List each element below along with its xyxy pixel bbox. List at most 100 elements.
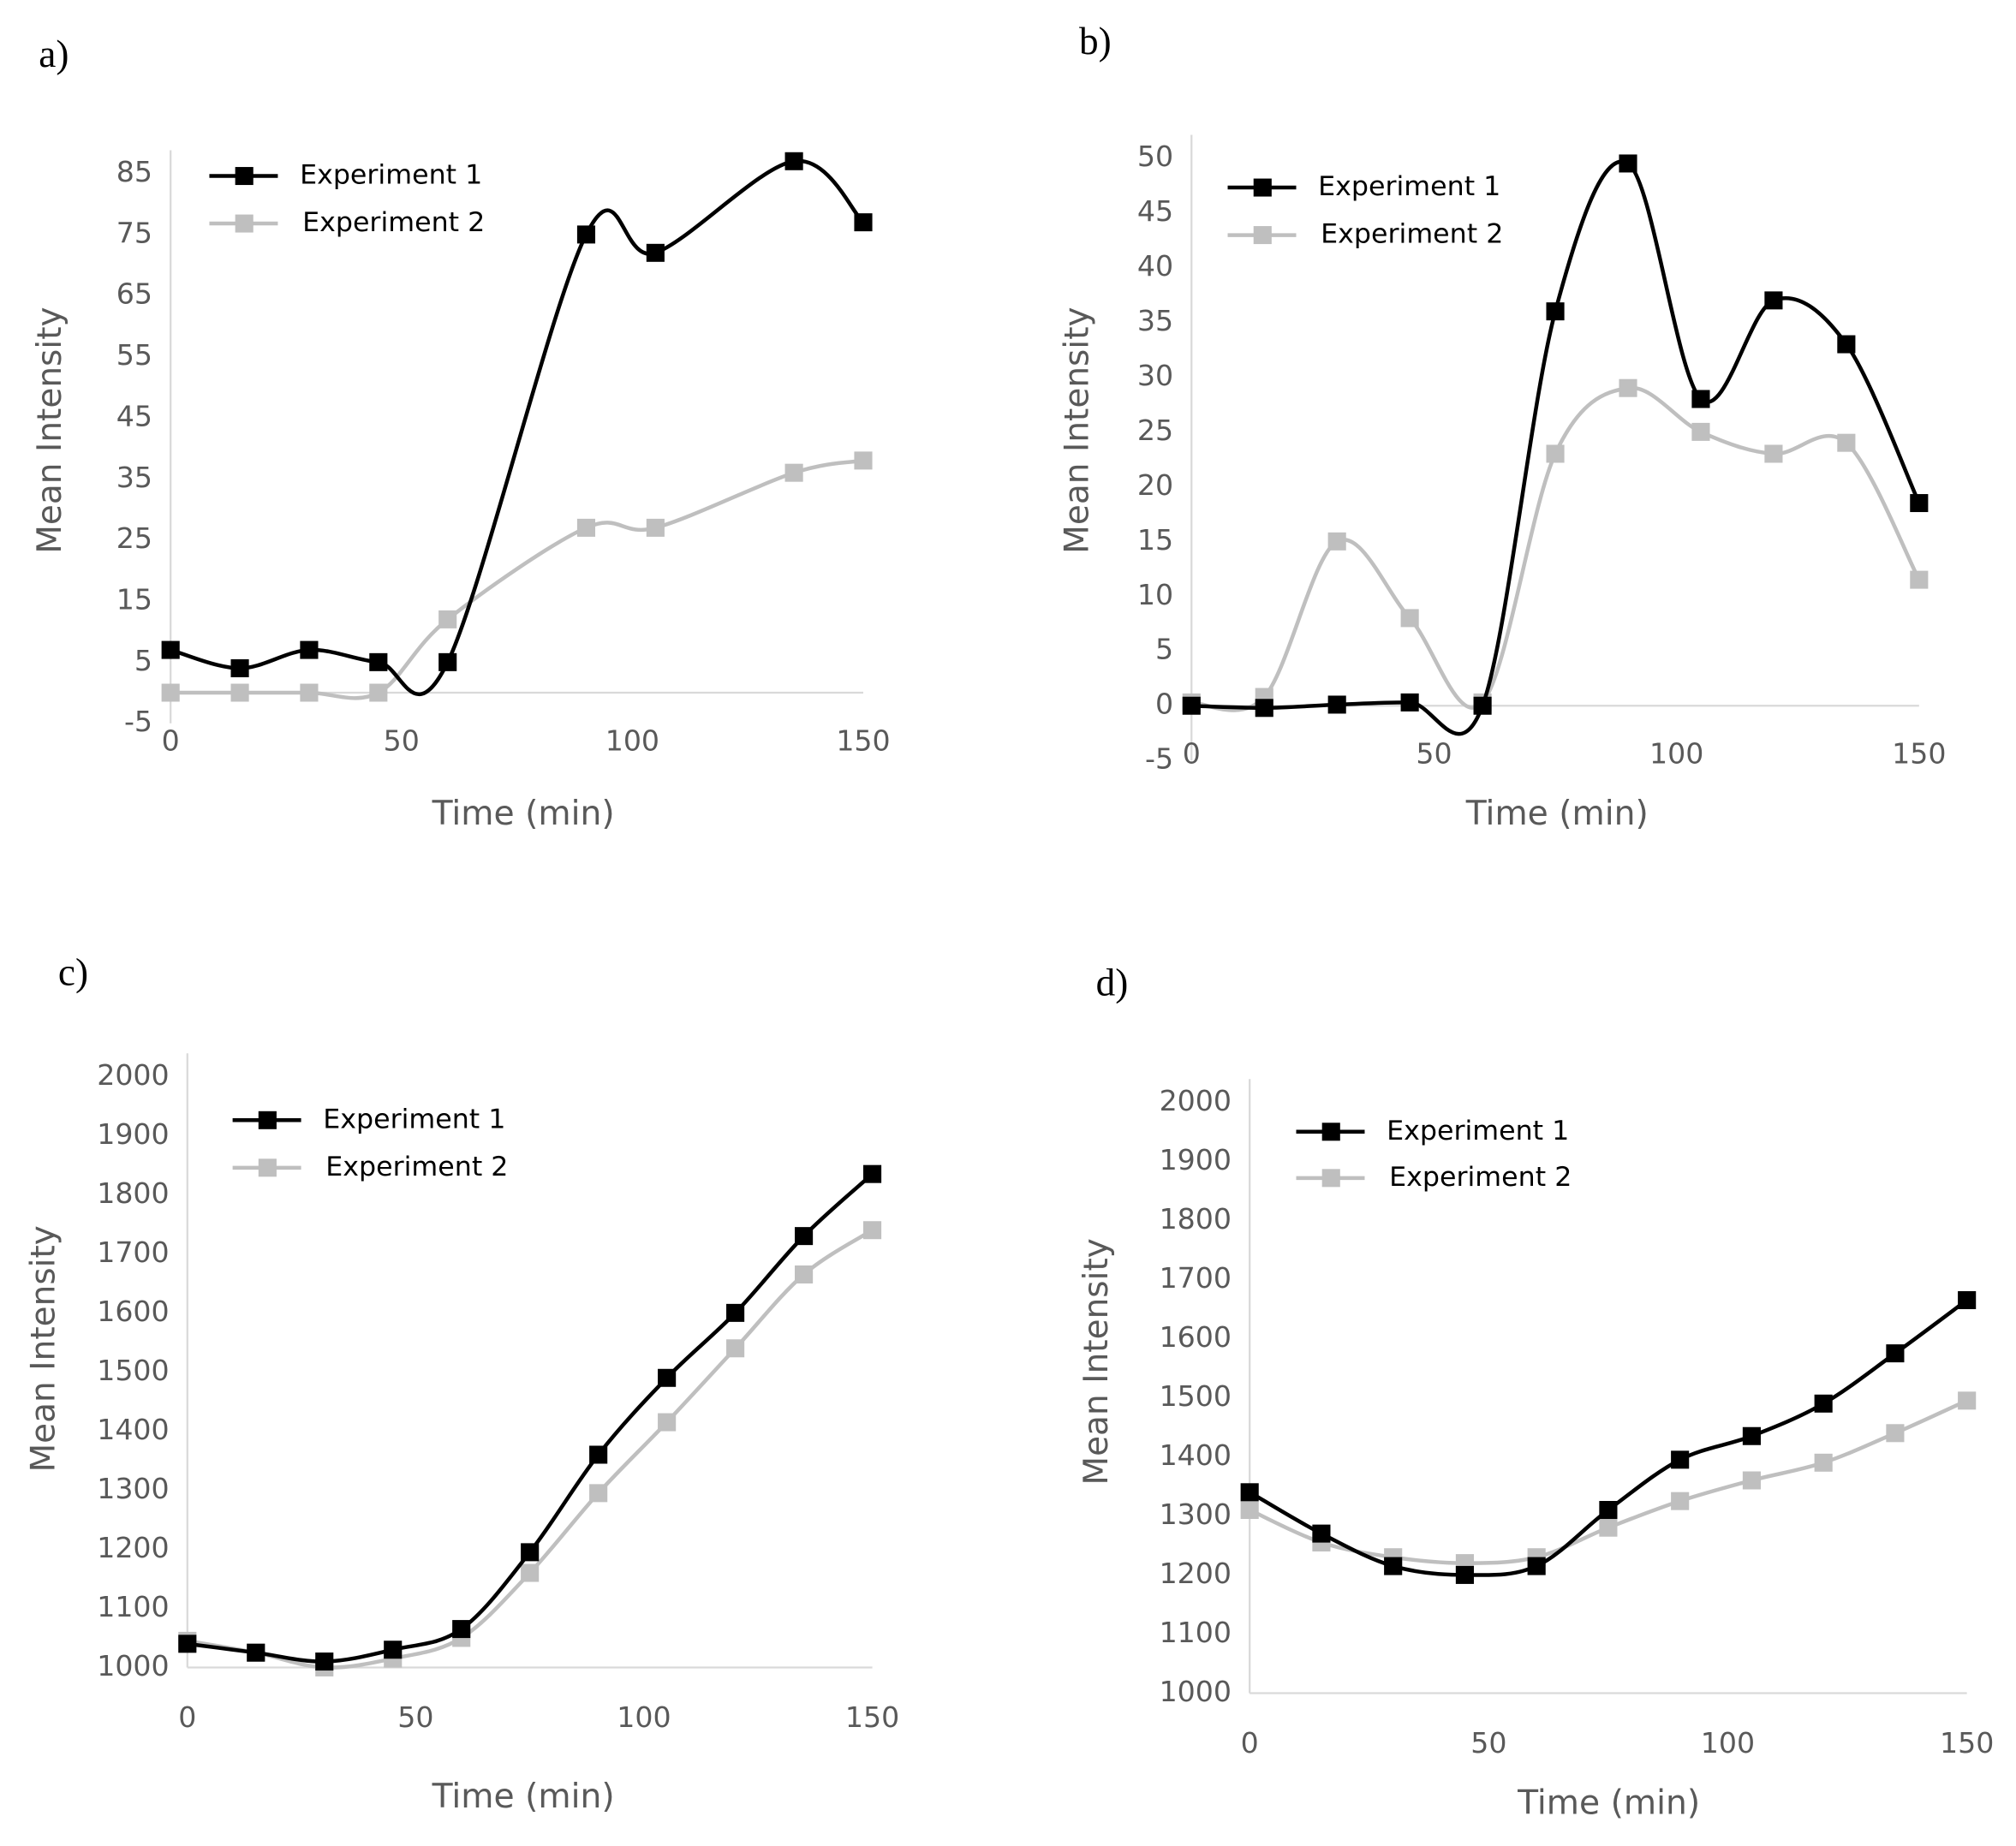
- y-tick-label: 1000: [1160, 1675, 1232, 1708]
- point-marker: [1527, 1557, 1546, 1575]
- point-marker: [576, 225, 596, 244]
- series-line: [187, 1172, 874, 1664]
- y-tick-label: 1600: [1160, 1320, 1232, 1354]
- point-marker: [178, 1635, 197, 1653]
- series-line: [1249, 1398, 1968, 1565]
- x-tick-label: 0: [1183, 737, 1201, 771]
- panel-label: a): [39, 33, 69, 75]
- y-tick-label: 5: [1155, 633, 1173, 666]
- point-marker: [658, 1413, 677, 1432]
- legend-label: Experiment 1: [1387, 1116, 1569, 1146]
- point-marker: [161, 683, 180, 702]
- point-marker: [1599, 1518, 1618, 1537]
- x-tick-label: 0: [1241, 1726, 1259, 1760]
- point-marker: [1619, 154, 1637, 173]
- y-tick-label: 5: [134, 644, 152, 677]
- point-marker: [1814, 1453, 1833, 1472]
- y-tick-label: 10: [1137, 578, 1173, 611]
- point-marker: [1400, 609, 1419, 628]
- y-tick-label: 15: [116, 583, 152, 616]
- y-tick-label: 2000: [97, 1058, 169, 1092]
- legend-marker: [1321, 1122, 1340, 1141]
- y-tick-label: 1100: [1160, 1616, 1232, 1649]
- point-marker: [1837, 335, 1856, 354]
- legend-label: Experiment 2: [302, 207, 485, 238]
- point-marker: [1764, 291, 1783, 310]
- y-tick-label: 35: [116, 461, 152, 494]
- point-marker: [369, 652, 388, 671]
- x-tick-label: 150: [1892, 737, 1946, 771]
- point-marker: [1327, 532, 1346, 551]
- legend-marker: [258, 1158, 277, 1177]
- point-marker: [521, 1563, 540, 1582]
- point-marker: [1886, 1424, 1905, 1443]
- point-marker: [1742, 1471, 1761, 1490]
- x-axis-label: Time (min): [432, 1778, 615, 1816]
- point-marker: [1671, 1450, 1690, 1469]
- point-marker: [1400, 693, 1419, 712]
- point-marker: [784, 463, 803, 482]
- point-marker: [300, 640, 319, 659]
- y-tick-label: 1100: [97, 1590, 169, 1623]
- legend-marker: [235, 167, 253, 186]
- point-marker: [1837, 433, 1856, 452]
- x-tick-label: 100: [617, 1700, 671, 1734]
- y-tick-label: 1300: [1160, 1498, 1232, 1531]
- point-marker: [862, 1221, 882, 1240]
- point-marker: [646, 243, 665, 262]
- x-tick-label: 100: [605, 724, 659, 758]
- y-tick-label: 20: [1137, 468, 1173, 502]
- point-marker: [726, 1303, 745, 1322]
- point-marker: [854, 213, 873, 232]
- x-tick-label: 50: [384, 724, 420, 758]
- y-tick-label: 1800: [97, 1176, 169, 1210]
- point-marker: [1546, 302, 1565, 321]
- y-tick-label: 15: [1137, 523, 1173, 557]
- point-marker: [1764, 444, 1783, 463]
- x-tick-label: 100: [1649, 737, 1703, 771]
- y-tick-label: 1500: [97, 1354, 169, 1387]
- x-tick-label: 0: [162, 724, 180, 758]
- x-tick-label: 150: [1940, 1726, 1994, 1760]
- panel: b) -5 0 5 10 15 20 25 30 35 40 45 50 0 50 100 150 Time (m…: [1058, 20, 1946, 833]
- legend-marker: [258, 1111, 277, 1129]
- y-tick-label: -5: [1145, 742, 1173, 776]
- point-marker: [1384, 1557, 1403, 1575]
- x-tick-label: 50: [1416, 737, 1452, 771]
- point-marker: [438, 652, 457, 671]
- y-axis-label: Mean Intensity: [24, 1225, 63, 1472]
- legend-marker: [1253, 226, 1272, 245]
- point-marker: [1599, 1501, 1618, 1520]
- legend-marker: [1321, 1169, 1340, 1188]
- panel: a) -5 5 15 25 35 45 55 65 75 85 0 50 100 150 Time (min)…: [31, 33, 891, 833]
- point-marker: [438, 610, 457, 628]
- point-marker: [1910, 494, 1929, 513]
- legend-label: Experiment 2: [1389, 1162, 1572, 1193]
- y-tick-label: 1200: [1160, 1557, 1232, 1590]
- point-marker: [1814, 1394, 1833, 1413]
- legend-label: Experiment 1: [1318, 171, 1500, 202]
- point-marker: [300, 683, 319, 702]
- y-tick-label: 2000: [1160, 1084, 1232, 1117]
- y-tick-label: 65: [116, 277, 152, 311]
- y-tick-label: 40: [1137, 249, 1173, 283]
- point-marker: [1182, 696, 1201, 715]
- point-marker: [230, 658, 249, 677]
- point-marker: [1886, 1344, 1905, 1363]
- y-tick-label: 1800: [1160, 1202, 1232, 1236]
- y-tick-label: 25: [1137, 414, 1173, 447]
- point-marker: [247, 1643, 265, 1662]
- y-tick-label: 1700: [1160, 1261, 1232, 1295]
- point-marker: [384, 1641, 403, 1659]
- y-tick-label: 55: [116, 338, 152, 372]
- y-tick-label: 1700: [97, 1236, 169, 1269]
- point-marker: [369, 683, 388, 702]
- point-marker: [1691, 422, 1710, 441]
- point-marker: [795, 1265, 814, 1283]
- y-tick-label: 1300: [97, 1472, 169, 1505]
- point-marker: [726, 1339, 745, 1358]
- y-tick-label: 0: [1155, 688, 1173, 721]
- point-marker: [795, 1227, 814, 1246]
- point-marker: [1691, 390, 1710, 408]
- panel-label: b): [1079, 20, 1112, 63]
